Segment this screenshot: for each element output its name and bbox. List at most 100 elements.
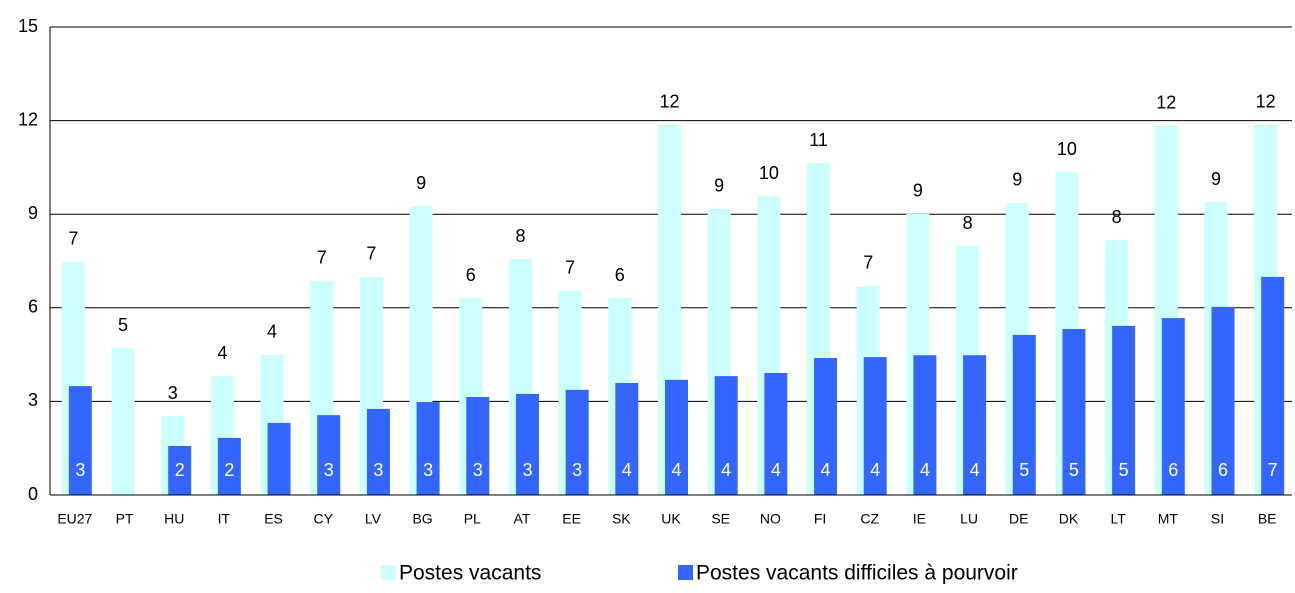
x-tick-label: AT [514,511,531,527]
value-label: 6 [1218,460,1228,480]
y-tick-label: 12 [18,109,38,129]
bar [1112,325,1136,495]
value-label: 7 [565,258,575,278]
value-label: 8 [1112,207,1122,227]
x-tick-label: MT [1158,511,1179,527]
value-label: 4 [870,460,880,480]
x-tick-label: DE [1009,511,1028,527]
bar [168,446,192,495]
x-tick-label: SE [711,511,730,527]
value-label: 5 [118,315,128,335]
value-label: 3 [572,460,582,480]
value-label: 4 [970,460,980,480]
value-label: 7 [1268,460,1278,480]
legend-label: Postes vacants difficiles à pourvoir [696,562,1018,585]
x-tick-label: IT [218,511,231,527]
value-label: 4 [217,343,227,363]
bar [1261,276,1285,495]
bar [317,415,341,495]
x-tick-label: IE [913,511,926,527]
value-label: 7 [68,229,78,249]
bar [714,376,738,495]
y-tick-label: 6 [28,297,38,317]
x-tick-label: SI [1211,511,1224,527]
value-label: 8 [963,213,973,233]
bar [217,437,241,495]
value-label: 3 [423,460,433,480]
value-label: 6 [466,265,476,285]
value-label: 4 [671,460,681,480]
value-label: 6 [1168,460,1178,480]
value-label: 8 [515,226,525,246]
x-tick-label: SK [612,511,631,527]
value-label: 7 [366,244,376,264]
bar [466,397,490,495]
bar [366,408,390,495]
legend-swatch [678,565,693,580]
y-tick-label: 0 [28,484,38,504]
bar [863,357,887,495]
value-label: 6 [615,265,625,285]
x-tick-label: NO [760,511,781,527]
value-label: 12 [659,92,679,112]
value-label: 4 [771,460,781,480]
value-label: 9 [1211,169,1221,189]
x-tick-label: LT [1110,511,1126,527]
value-label: 7 [863,253,873,273]
value-label: 9 [913,181,923,201]
bar [1161,318,1185,495]
value-label: 9 [714,176,724,196]
bar [416,402,440,495]
legend-label: Postes vacants [399,562,541,585]
value-label: 12 [1256,92,1276,112]
value-label: 3 [168,383,178,403]
value-label: 4 [721,460,731,480]
value-label: 10 [759,163,779,183]
value-label: 3 [473,460,483,480]
value-label: 7 [317,248,327,268]
value-label: 3 [324,460,334,480]
value-label: 5 [1119,460,1129,480]
bar [1062,329,1086,495]
y-tick-label: 3 [28,390,38,410]
bar [665,379,688,495]
bar [764,373,788,495]
value-label: 10 [1057,139,1077,159]
x-tick-label: PL [464,511,481,527]
value-label: 2 [224,460,234,480]
x-tick-label: BG [412,511,432,527]
value-label: 9 [416,173,426,193]
bar [565,389,589,495]
bar [615,382,639,495]
bar [111,348,135,495]
bar [267,422,291,495]
bar [814,358,838,495]
x-tick-label: BE [1258,511,1277,527]
value-label: 9 [1012,170,1022,190]
bar [68,386,92,495]
x-tick-label: ES [264,511,283,527]
value-label: 4 [821,460,831,480]
bar [1012,334,1036,495]
x-tick-label: EE [562,511,581,527]
value-label: 12 [1156,93,1176,113]
value-label: 2 [175,460,185,480]
bar [1211,306,1235,495]
bar [963,355,987,495]
value-label: 3 [373,460,383,480]
x-tick-label: LU [960,511,978,527]
value-label: 5 [1019,460,1029,480]
value-label: 4 [920,460,930,480]
x-tick-label: PT [116,511,134,527]
x-tick-label: LV [365,511,382,527]
y-tick-label: 9 [28,203,38,223]
x-tick-label: DK [1059,511,1079,527]
value-label: 4 [267,322,277,342]
value-label: 5 [1069,460,1079,480]
value-label: 3 [75,460,85,480]
value-label: 4 [622,460,632,480]
x-tick-label: EU27 [57,511,92,527]
value-label: 11 [809,130,828,150]
x-tick-label: CZ [860,511,879,527]
